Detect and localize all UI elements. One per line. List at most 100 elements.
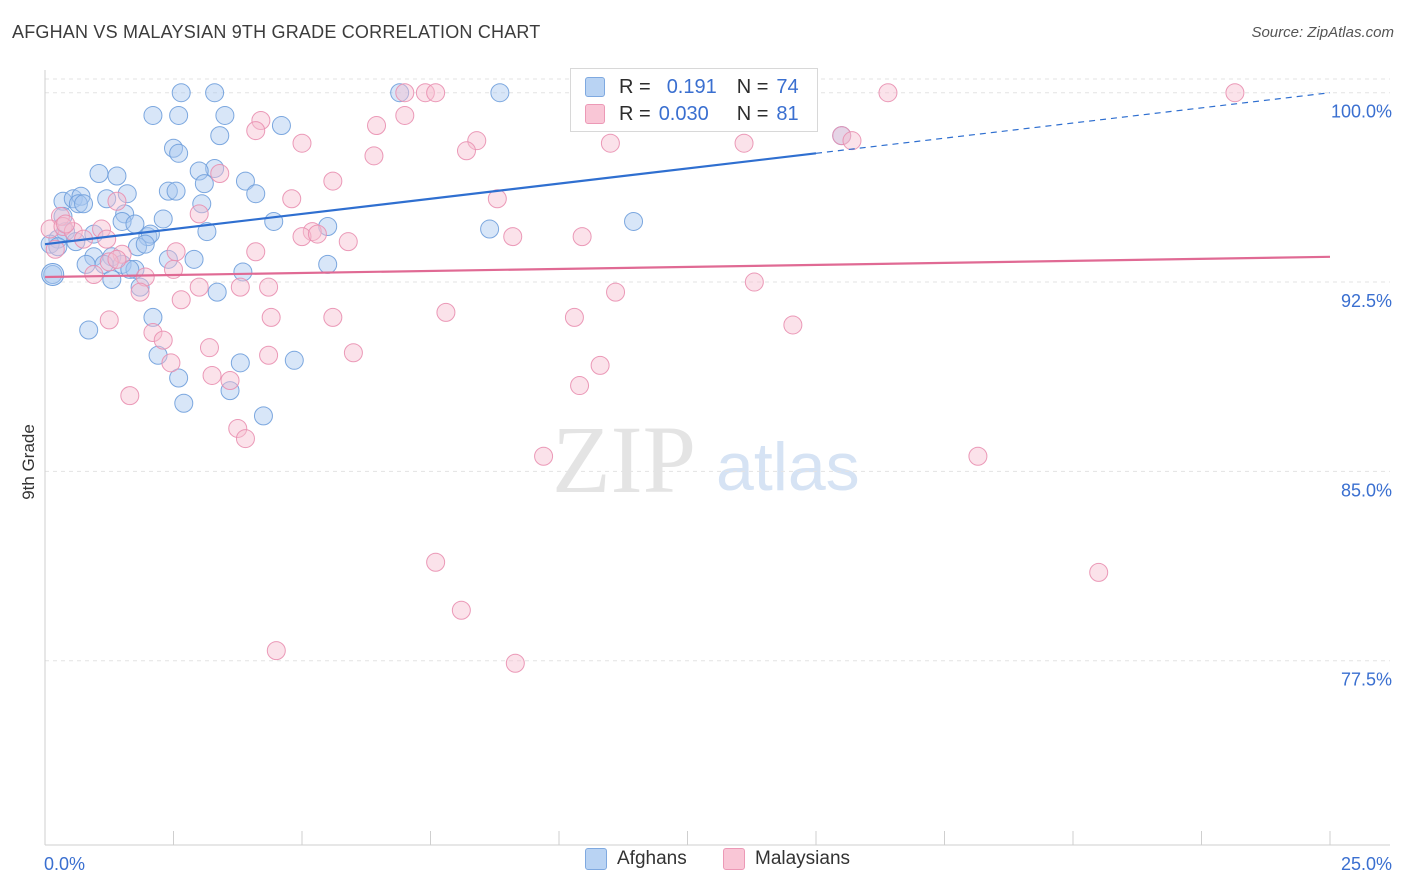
afghan-point: [94, 254, 114, 274]
malaysian-point: [570, 376, 590, 396]
stats-legend: R = 0.191 N = 74 R = 0.030 N = 81: [570, 68, 818, 132]
malaysian-point: [415, 83, 435, 103]
malaysian-point: [343, 343, 363, 363]
malaysian-point: [968, 446, 988, 466]
watermark: ZIP atlas: [552, 406, 860, 513]
watermark-atlas: atlas: [716, 429, 860, 505]
legend-item-malaysians[interactable]: Malaysians: [723, 848, 850, 870]
malaysian-point: [783, 315, 803, 335]
afghan-point: [130, 277, 150, 297]
malaysian-point: [251, 110, 271, 130]
afghan-point: [135, 234, 155, 254]
malaysian-point: [130, 282, 150, 302]
afghan-point: [169, 368, 189, 388]
grid: [45, 78, 1390, 662]
malaysian-point: [338, 232, 358, 252]
malaysian-point: [367, 116, 387, 136]
afghan-point: [43, 264, 63, 284]
legend-label: Afghans: [617, 848, 687, 869]
malaysian-point: [451, 600, 471, 620]
afghan-point: [171, 83, 191, 103]
malaysian-point: [606, 282, 626, 302]
afghan-point: [624, 211, 644, 231]
tick-labels: 100.0% 92.5% 85.0% 77.5% 0.0% 25.0%: [44, 102, 1392, 874]
afghan-point: [41, 262, 65, 286]
malaysian-point: [246, 121, 266, 141]
afghan-point: [74, 194, 94, 214]
malaysian-point: [97, 229, 117, 249]
malaysian-point: [266, 641, 286, 661]
y-tick-label: 77.5%: [1341, 670, 1392, 690]
afghan-point: [125, 259, 145, 279]
malaysian-trend-line: [44, 255, 1331, 279]
malaysian-point: [323, 171, 343, 191]
malaysian-point: [99, 310, 119, 330]
malaysian-point: [292, 133, 312, 153]
legend-item-afghans[interactable]: Afghans: [585, 848, 687, 870]
malaysian-point: [292, 227, 312, 247]
afghan-point: [158, 249, 178, 269]
afghan-point: [197, 222, 217, 242]
trend-lines: [44, 92, 1331, 279]
malaysian-point: [395, 105, 415, 125]
r-value: 0.030: [658, 102, 709, 125]
malaysian-point: [878, 83, 898, 103]
y-tick-label: 92.5%: [1341, 291, 1392, 311]
malaysian-point: [53, 217, 73, 237]
malaysian-point: [572, 227, 592, 247]
afghan-point: [318, 254, 338, 274]
malaysian-point: [436, 302, 456, 322]
malaysian-point: [426, 552, 446, 572]
afghans-swatch: [585, 848, 607, 870]
afghan-point: [233, 262, 253, 282]
malaysian-point: [259, 345, 279, 365]
afghan-point: [164, 138, 183, 158]
afghan-point: [230, 353, 250, 373]
r-value: 0.191: [666, 75, 717, 98]
afghan-point: [318, 217, 338, 237]
x-tick-label: 25.0%: [1341, 854, 1392, 874]
r-label: R =: [619, 102, 651, 125]
afghan-point: [120, 259, 140, 279]
malaysian-point: [153, 330, 173, 350]
malaysian-point: [45, 239, 65, 259]
afghan-point: [184, 249, 204, 269]
malaysian-point: [261, 307, 281, 327]
afghan-point: [207, 282, 227, 302]
afghan-point: [194, 174, 214, 194]
malaysian-point: [307, 224, 327, 244]
malaysian-point: [220, 371, 240, 391]
afghan-point: [490, 83, 510, 103]
afghan-point: [174, 393, 194, 413]
malaysian-point: [107, 191, 127, 211]
malaysian-point: [590, 355, 610, 375]
malaysian-point: [282, 189, 302, 209]
malaysian-point: [166, 242, 186, 262]
x-tick-label: 0.0%: [44, 854, 85, 874]
malaysian-point: [84, 264, 104, 284]
malaysian-point: [56, 214, 76, 234]
chart-title: AFGHAN VS MALAYSIAN 9TH GRADE CORRELATIO…: [12, 22, 541, 42]
malaysian-point: [395, 83, 415, 103]
afghan-point: [68, 194, 88, 214]
y-tick-label: 100.0%: [1331, 102, 1392, 122]
afghan-point: [166, 181, 186, 201]
afghan-point: [205, 158, 225, 178]
afghan-point: [169, 143, 189, 163]
afghan-point: [89, 164, 109, 184]
axes: [44, 70, 1390, 846]
malaysian-point: [487, 189, 507, 209]
malaysian-point: [426, 83, 446, 103]
n-label: N =: [736, 102, 769, 125]
malaysian-point: [456, 141, 476, 161]
r-label: R =: [619, 75, 651, 98]
malaysian-point: [323, 307, 343, 327]
afghan-point: [128, 237, 148, 257]
malaysian-point: [246, 242, 266, 262]
malaysian-point: [120, 386, 140, 406]
malaysian-point: [228, 418, 248, 438]
malaysian-point: [189, 277, 209, 297]
n-value: 81: [776, 102, 799, 125]
afghan-point: [56, 222, 76, 242]
